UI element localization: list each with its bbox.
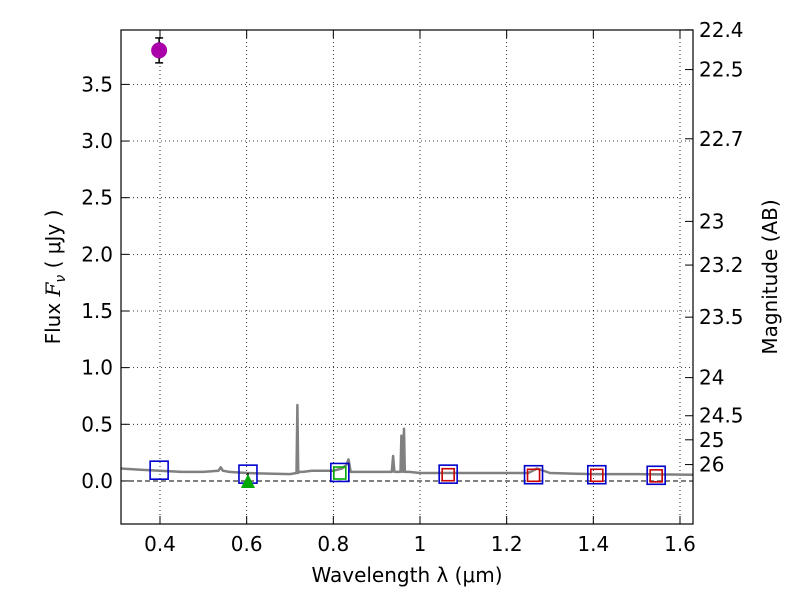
mag-tick-label: 25 (699, 428, 724, 452)
y-tick-label: 0.5 (81, 412, 113, 436)
x-tick-label: 1.4 (577, 532, 609, 556)
detection-point (151, 42, 168, 59)
plot-frame (120, 29, 694, 525)
x-tick-label: 0.6 (231, 532, 263, 556)
y-tick-label: 1.0 (81, 356, 113, 380)
y-axis-label-unit: ( μJy ) (41, 210, 65, 275)
model-box-marker (438, 464, 458, 484)
red-box-marker (649, 469, 663, 483)
y-tick-label: 3.0 (81, 129, 113, 153)
y-axis-label-flux: Flux (41, 296, 65, 344)
axis-ticks: 0.4 0.6 0.8 1 1.2 1.4 1.6 0.0 0.5 1.0 1.5 2.0 2.5 3.0… (81, 18, 743, 556)
x-tick-label: 1.2 (491, 532, 523, 556)
mag-tick-label: 26 (699, 453, 724, 477)
data-marks (149, 37, 666, 488)
y-tick-label: 0.0 (81, 469, 113, 493)
red-box-marker (441, 467, 455, 482)
x-tick-label: 0.8 (317, 532, 349, 556)
x-tick-label: 1 (414, 532, 427, 556)
mag-tick-label: 23.5 (699, 305, 744, 329)
upper-limit-triangle (240, 473, 255, 488)
grid (121, 30, 693, 524)
mag-tick-label: 22.7 (699, 127, 744, 151)
y-axis-label-subscript: ν (53, 275, 69, 283)
y-axis-label-symbol: F (41, 281, 65, 297)
y-tick-label: 1.5 (81, 299, 113, 323)
model-box-marker (646, 465, 666, 486)
y-tick-label: 2.0 (81, 242, 113, 266)
model-box-marker (330, 462, 350, 483)
mag-tick-label: 24.5 (699, 404, 744, 428)
mag-tick-label: 24 (699, 366, 724, 390)
y-tick-label: 3.5 (81, 72, 113, 96)
red-box-marker (589, 468, 604, 483)
mag-tick-label: 22.4 (699, 18, 744, 42)
green-box-marker (333, 466, 347, 480)
y-tick-label: 2.5 (81, 186, 113, 210)
mag-tick-label: 22.5 (699, 58, 744, 82)
y-axis-label: Flux Fν ( μJy ) (41, 210, 69, 345)
mag-tick-label: 23.2 (699, 253, 744, 277)
plot-area (121, 30, 693, 524)
sed-model-line (120, 403, 694, 476)
model-box-marker (523, 464, 544, 485)
mag-tick-label: 23 (699, 209, 724, 233)
x-tick-label: 1.6 (664, 532, 696, 556)
x-tick-label: 0.4 (144, 532, 176, 556)
model-box-marker (586, 464, 607, 485)
red-box-marker (526, 468, 541, 483)
model-box-marker (149, 460, 169, 480)
x-axis-label: Wavelength λ (μm) (311, 563, 502, 587)
right-axis-label: Magnitude (AB) (758, 199, 782, 354)
